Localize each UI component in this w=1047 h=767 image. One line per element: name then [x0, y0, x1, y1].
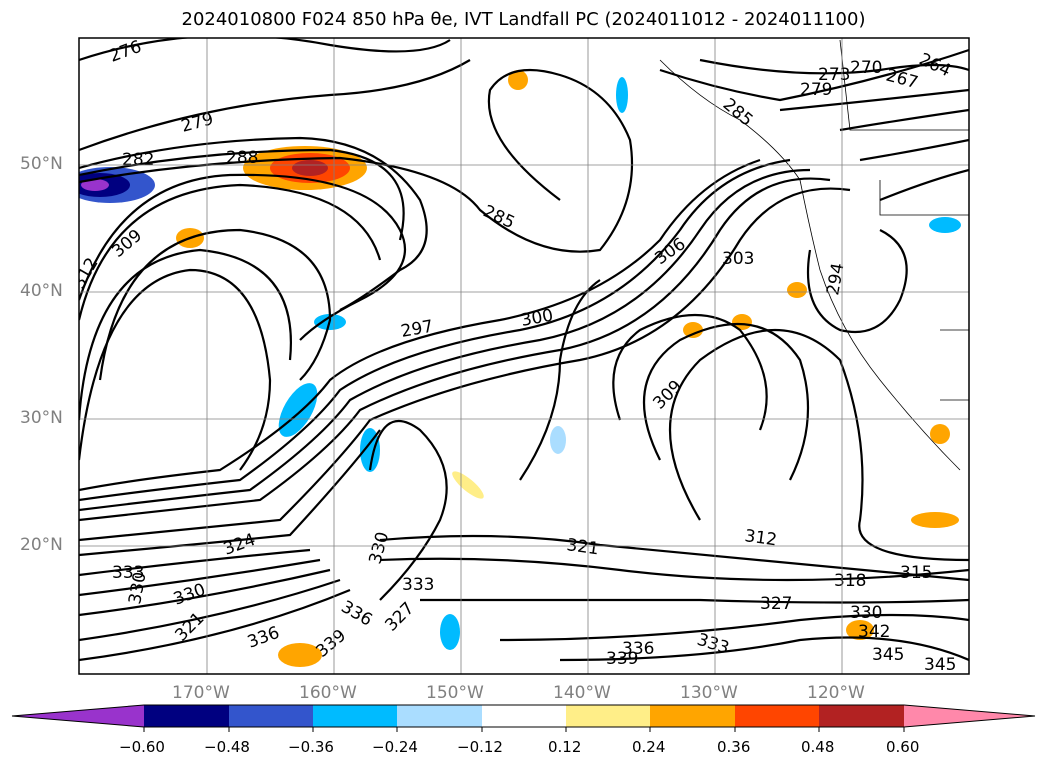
- colorbar-tick-label: 0.24: [632, 738, 666, 756]
- colorbar-segment: [229, 705, 313, 727]
- lat-label-30n: 30°N: [20, 408, 63, 428]
- contour-label: 342: [858, 622, 890, 642]
- colorbar-segment: [735, 705, 819, 727]
- lat-label-50n: 50°N: [20, 154, 63, 174]
- colorbar: [11, 704, 1036, 732]
- contour-label: 312: [743, 526, 778, 550]
- coastlines: [659, 39, 969, 471]
- contour-label: 345: [924, 655, 956, 675]
- colorbar-tick-label: −0.48: [204, 738, 250, 756]
- contour-label: 315: [900, 563, 932, 583]
- colorbar-tick-label: 0.12: [548, 738, 582, 756]
- colorbar-segment: [397, 705, 482, 727]
- colorbar-tick-label: −0.24: [372, 738, 418, 756]
- colorbar-tick-label: −0.60: [119, 738, 165, 756]
- colorbar-segment: [650, 705, 735, 727]
- contour-label: 282: [122, 150, 154, 170]
- lon-label-120w: 120°W: [807, 683, 865, 703]
- contour-label: 336: [622, 639, 654, 659]
- colorbar-tick-label: 0.48: [801, 738, 835, 756]
- lon-label-160w: 160°W: [299, 683, 357, 703]
- lon-label-150w: 150°W: [426, 683, 484, 703]
- colorbar-segment: [819, 705, 904, 727]
- lat-label-40n: 40°N: [20, 281, 63, 301]
- theta-e-contours: [79, 38, 969, 662]
- colorbar-under-triangle: [12, 705, 144, 727]
- contour-label: 333: [112, 563, 144, 583]
- colorbar-segment: [144, 705, 229, 727]
- colorbar-segment: [313, 705, 397, 727]
- map-border: [78, 37, 970, 675]
- contour-label: 339: [606, 649, 638, 669]
- contour-label: 327: [760, 594, 792, 614]
- colorbar-segment: [566, 705, 650, 727]
- colorbar-over-triangle: [904, 705, 1035, 727]
- contour-label: 288: [226, 148, 258, 168]
- colorbar-tick-label: 0.36: [717, 738, 751, 756]
- contour-label: 330: [850, 603, 882, 623]
- colorbar-tick-label: −0.12: [457, 738, 503, 756]
- contour-label: 318: [834, 571, 866, 591]
- graticule: [79, 38, 969, 674]
- contour-label: 303: [722, 249, 754, 269]
- lat-label-20n: 20°N: [20, 535, 63, 555]
- contour-label: 279: [800, 80, 832, 100]
- lon-label-170w: 170°W: [172, 683, 230, 703]
- colorbar-segment: [482, 705, 566, 727]
- contour-label: 333: [402, 575, 434, 595]
- colorbar-tick-label: −0.36: [288, 738, 334, 756]
- lon-label-130w: 130°W: [680, 683, 738, 703]
- ivt-shading: [79, 70, 961, 667]
- lon-label-140w: 140°W: [553, 683, 611, 703]
- map-title: 2024010800 F024 850 hPa θe, IVT Landfall…: [181, 9, 866, 30]
- contour-label: 345: [872, 645, 904, 665]
- contour-label: 270: [850, 58, 882, 78]
- contour-label: 321: [565, 535, 600, 559]
- colorbar-tick-label: 0.60: [886, 738, 920, 756]
